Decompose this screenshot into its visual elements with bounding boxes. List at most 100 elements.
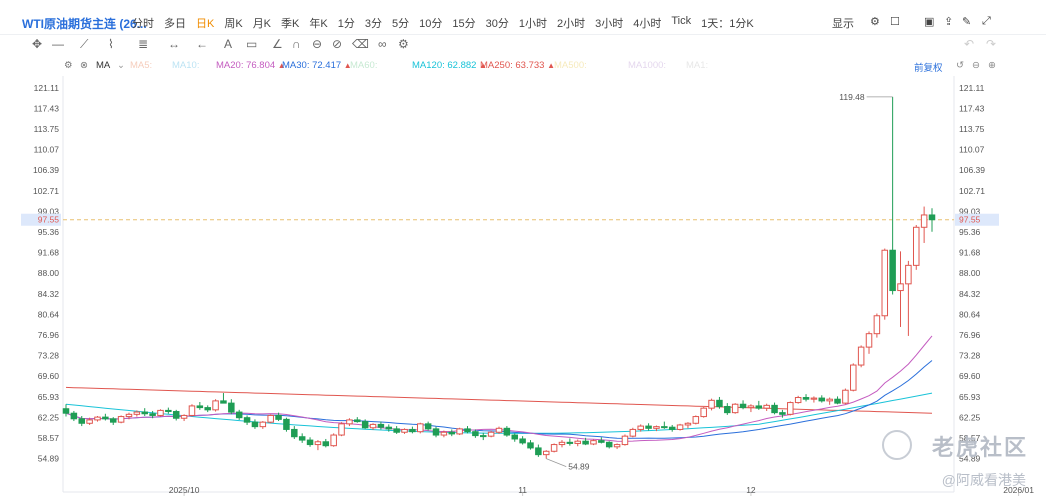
candle-body[interactable] — [354, 419, 361, 423]
candle-body[interactable] — [409, 428, 416, 433]
candle-body[interactable] — [220, 400, 227, 404]
ma-item[interactable]: MA1000: — [628, 60, 667, 71]
candle-body[interactable] — [472, 431, 479, 437]
period-tab[interactable]: 周K — [224, 18, 243, 30]
candle-body[interactable] — [865, 333, 873, 348]
candle-body[interactable] — [141, 411, 148, 415]
candle-body[interactable] — [361, 421, 369, 429]
candle-body[interactable] — [330, 434, 337, 447]
candle-body[interactable] — [149, 413, 156, 416]
candle-body[interactable] — [456, 428, 463, 435]
period-tab[interactable]: 月K — [252, 18, 272, 30]
candle-body[interactable] — [109, 418, 117, 423]
candle-body[interactable] — [322, 441, 330, 447]
candle-body[interactable] — [133, 411, 141, 415]
candle-body[interactable] — [393, 428, 400, 433]
candle-body[interactable] — [731, 403, 739, 414]
candle-body[interactable] — [653, 426, 660, 429]
candle-body[interactable] — [700, 407, 707, 418]
candle-body[interactable] — [598, 440, 605, 443]
candle-body[interactable] — [637, 425, 644, 430]
candle-body[interactable] — [369, 423, 377, 429]
candle-body[interactable] — [346, 419, 353, 425]
candle-body[interactable] — [802, 397, 810, 400]
period-tab[interactable]: Tick — [671, 15, 692, 27]
ma-settings-icon[interactable]: ⚙ — [64, 60, 73, 71]
candle-body[interactable] — [850, 364, 857, 391]
candle-body[interactable] — [204, 407, 211, 411]
candle-body[interactable] — [676, 424, 684, 430]
candle-body[interactable] — [535, 447, 542, 456]
candle-body[interactable] — [889, 249, 896, 292]
candle-body[interactable] — [259, 421, 267, 428]
candle-body[interactable] — [826, 398, 833, 402]
period-tab[interactable]: 5分 — [391, 18, 410, 30]
candle-body[interactable] — [739, 403, 747, 409]
hide-icon[interactable]: ⊘ — [332, 37, 343, 51]
period-tab[interactable]: 10分 — [419, 18, 443, 30]
candle-body[interactable] — [94, 416, 101, 421]
pencil-icon[interactable]: ✎ — [962, 16, 972, 28]
candle-body[interactable] — [125, 413, 133, 418]
candle-body[interactable] — [842, 389, 849, 404]
gear-small-icon[interactable]: ⚙ — [398, 37, 409, 51]
candle-body[interactable] — [810, 397, 818, 400]
candle-body[interactable] — [542, 450, 550, 456]
candle-body[interactable] — [440, 431, 448, 436]
candle-body[interactable] — [724, 405, 731, 414]
candle-body[interactable] — [314, 441, 322, 446]
layout-box-icon[interactable]: ☐ — [890, 16, 900, 28]
candle-body[interactable] — [165, 409, 172, 413]
candle-body[interactable] — [86, 419, 93, 424]
candle-body[interactable] — [645, 425, 652, 429]
candle-body[interactable] — [70, 412, 78, 420]
candle-body[interactable] — [787, 402, 794, 415]
trend-tool-icon[interactable]: ⟋ — [80, 37, 89, 51]
candle-body[interactable] — [401, 428, 408, 433]
period-tab[interactable]: 年K — [309, 18, 328, 30]
undo-icon[interactable]: ↶ — [964, 37, 975, 51]
candle-body[interactable] — [897, 283, 904, 292]
candle-body[interactable] — [527, 442, 534, 449]
ma-indicator-name[interactable]: MA — [96, 60, 111, 71]
candle-body[interactable] — [550, 444, 558, 452]
candle-body[interactable] — [377, 423, 385, 428]
ma-item[interactable]: MA250: 63.733 ▲ — [480, 60, 555, 71]
ma-item[interactable]: MA500: — [554, 60, 587, 71]
candle-body[interactable] — [267, 414, 274, 423]
candle-body[interactable] — [818, 397, 826, 402]
period-tab[interactable]: 日K — [196, 18, 215, 30]
candle-body[interactable] — [621, 435, 629, 446]
candle-body[interactable] — [235, 411, 243, 419]
crosshair-icon[interactable]: ✥ — [32, 37, 43, 51]
period-tab[interactable]: 30分 — [485, 18, 509, 30]
candle-body[interactable] — [692, 416, 700, 424]
period-tab[interactable]: 季K — [281, 18, 300, 30]
candle-body[interactable] — [566, 441, 574, 444]
candle-body[interactable] — [432, 428, 440, 436]
candle-body[interactable] — [684, 422, 692, 426]
candle-body[interactable] — [747, 405, 755, 409]
candle-body[interactable] — [857, 346, 865, 366]
candle-body[interactable] — [338, 423, 345, 436]
comment-tool-icon[interactable]: ▭ — [246, 37, 258, 51]
period-tab[interactable]: 3分 — [364, 18, 382, 30]
period-tab[interactable]: 1分 — [337, 18, 355, 30]
candle-body[interactable] — [479, 435, 487, 438]
period-tab[interactable]: 分时 — [132, 18, 154, 30]
candle-body[interactable] — [306, 439, 314, 446]
fullscreen-icon[interactable]: ⤢ — [982, 15, 991, 27]
candle-body[interactable] — [487, 431, 495, 437]
candle-body[interactable] — [212, 400, 219, 411]
candle-body[interactable] — [613, 444, 621, 448]
candle-body[interactable] — [448, 431, 456, 435]
candle-body[interactable] — [62, 408, 70, 414]
candle-body[interactable] — [283, 418, 290, 430]
candle-body[interactable] — [78, 418, 86, 424]
candle-body[interactable] — [920, 214, 928, 228]
candle-body[interactable] — [511, 434, 519, 440]
trash-icon[interactable]: ⌫ — [352, 37, 369, 51]
candle-body[interactable] — [708, 399, 715, 409]
ma-item[interactable]: MA30: 72.417 ▲ — [282, 60, 352, 71]
